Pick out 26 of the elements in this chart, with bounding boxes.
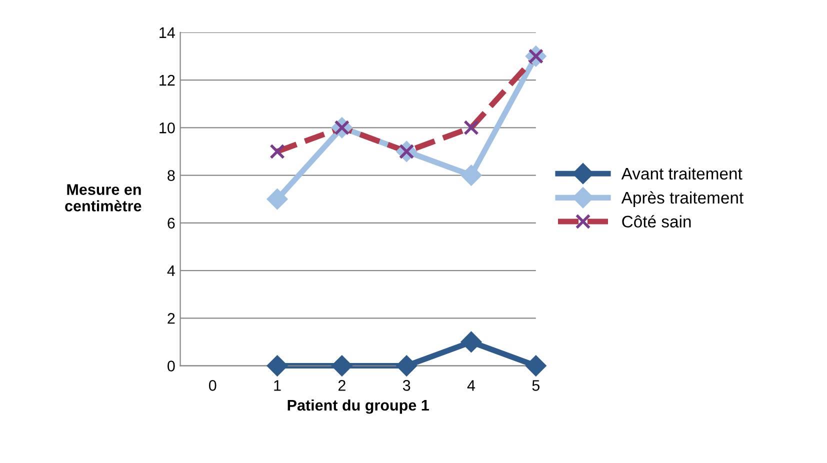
y-tick-label: 0 [168,360,175,372]
x-axis-title: Patient du groupe 1 [288,399,429,414]
y-axis-title: Mesure en centimètre [65,184,142,212]
point [461,165,482,186]
x-tick-label: 1 [274,380,281,391]
y-tick-label: 12 [160,74,175,86]
y-tick-label: 2 [168,313,175,324]
x-tick-label: 3 [402,380,410,391]
y-tick-label: 10 [160,122,175,134]
x-tick-label: 5 [532,380,540,391]
y-tick-label: 8 [168,170,175,181]
point [461,332,482,352]
legend-label: Côté sain [622,215,691,228]
x-tick-label: 2 [338,380,346,391]
legend-label: Après traitement [621,191,744,207]
y-tick-label: 4 [167,266,175,276]
x-tick-label: 0 [208,380,216,391]
legend-label: Avant traitement [621,167,742,180]
point [396,356,417,376]
x-tick-label: 4 [467,380,476,391]
y-tick-label: 6 [168,218,175,229]
y-tick-label: 14 [160,27,175,38]
point [267,188,288,210]
point [526,356,546,376]
point [267,356,288,376]
point [332,356,352,376]
